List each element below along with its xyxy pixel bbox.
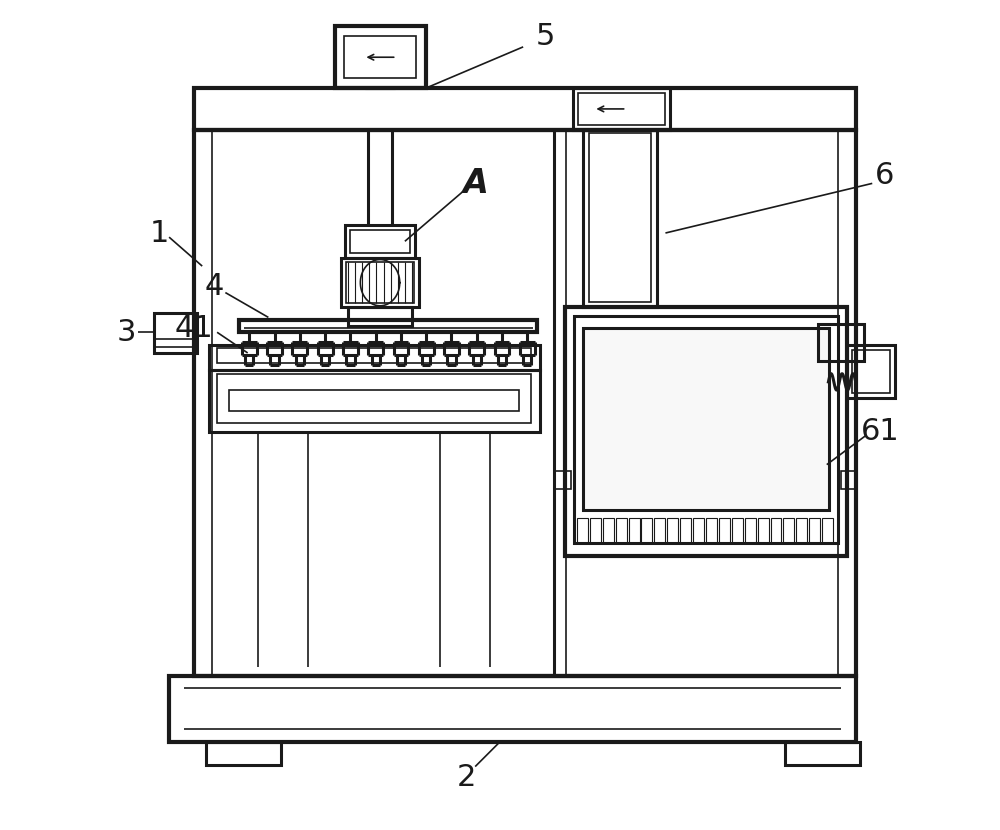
- Text: 3: 3: [116, 318, 136, 347]
- Bar: [583, 129, 657, 307]
- Bar: [229, 390, 519, 411]
- Text: A: A: [462, 167, 488, 200]
- Text: 1: 1: [149, 218, 169, 247]
- Bar: [589, 133, 651, 302]
- Bar: [847, 344, 895, 398]
- Bar: [667, 519, 678, 543]
- Bar: [344, 37, 416, 78]
- Text: 6: 6: [875, 161, 894, 189]
- Bar: [641, 519, 652, 543]
- Bar: [341, 258, 419, 307]
- Bar: [239, 320, 537, 332]
- Bar: [841, 471, 857, 490]
- Bar: [217, 374, 531, 423]
- Bar: [590, 519, 601, 543]
- Bar: [345, 225, 415, 258]
- Bar: [732, 519, 743, 543]
- Bar: [785, 742, 860, 765]
- Text: 41: 41: [175, 314, 213, 343]
- Bar: [745, 519, 756, 543]
- Bar: [719, 519, 730, 543]
- Text: 2: 2: [457, 763, 477, 792]
- Bar: [693, 519, 704, 543]
- Bar: [573, 88, 670, 129]
- Bar: [771, 519, 781, 543]
- Bar: [154, 313, 197, 353]
- Bar: [680, 519, 691, 543]
- Bar: [603, 519, 614, 543]
- Bar: [348, 307, 412, 325]
- Bar: [852, 349, 890, 393]
- Bar: [217, 348, 531, 363]
- Bar: [577, 519, 588, 543]
- Bar: [809, 519, 820, 543]
- Bar: [209, 369, 540, 432]
- Bar: [758, 519, 769, 543]
- Bar: [209, 344, 540, 369]
- Bar: [346, 262, 414, 303]
- Bar: [194, 129, 856, 676]
- Bar: [818, 324, 864, 361]
- Bar: [822, 519, 833, 543]
- Bar: [335, 27, 426, 88]
- Bar: [616, 519, 627, 543]
- Text: 4: 4: [205, 272, 224, 301]
- Bar: [574, 315, 838, 543]
- Bar: [783, 519, 794, 543]
- Bar: [578, 93, 665, 124]
- Text: 61: 61: [861, 417, 900, 446]
- Bar: [565, 307, 847, 555]
- Bar: [583, 328, 829, 510]
- Bar: [706, 519, 717, 543]
- Bar: [169, 676, 856, 742]
- Bar: [654, 519, 665, 543]
- Bar: [206, 742, 281, 765]
- Bar: [796, 519, 807, 543]
- Bar: [555, 471, 571, 490]
- Bar: [629, 519, 640, 543]
- Bar: [194, 88, 856, 129]
- Bar: [350, 230, 410, 253]
- Text: 5: 5: [536, 22, 555, 51]
